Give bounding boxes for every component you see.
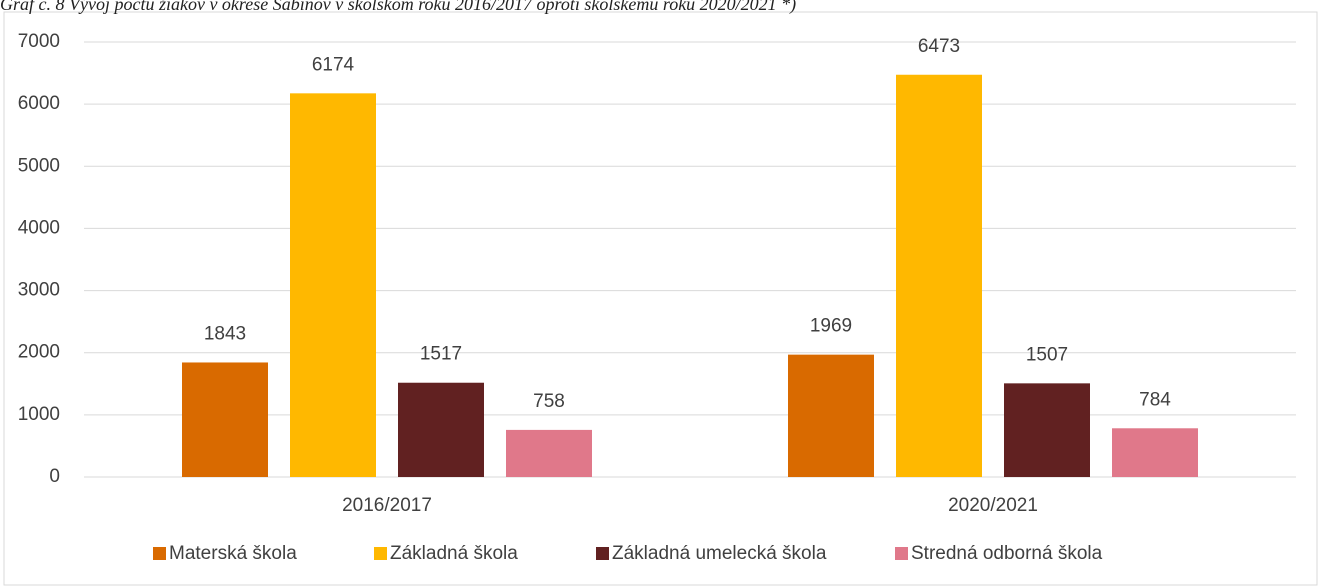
bar bbox=[182, 362, 268, 477]
data-label: 758 bbox=[533, 391, 565, 412]
bar bbox=[1004, 383, 1090, 477]
legend-label: Stredná odborná škola bbox=[911, 543, 1103, 564]
data-label: 1843 bbox=[204, 323, 246, 344]
legend-swatch bbox=[895, 547, 908, 560]
legend-label: Základná umelecká škola bbox=[612, 543, 827, 564]
data-label: 1969 bbox=[810, 316, 852, 337]
y-tick-label: 6000 bbox=[18, 93, 60, 114]
y-tick-label: 0 bbox=[49, 466, 60, 487]
data-label: 6174 bbox=[312, 54, 355, 75]
legend-swatch bbox=[596, 547, 609, 560]
data-label: 1507 bbox=[1026, 344, 1068, 365]
y-tick-label: 3000 bbox=[18, 280, 60, 301]
data-label: 784 bbox=[1139, 389, 1171, 410]
legend-swatch bbox=[153, 547, 166, 560]
bar bbox=[788, 354, 874, 477]
bar bbox=[1112, 428, 1198, 477]
y-tick-label: 7000 bbox=[18, 31, 60, 52]
legend-label: Materská škola bbox=[169, 543, 297, 564]
y-tick-label: 2000 bbox=[18, 342, 60, 363]
bar bbox=[896, 74, 982, 478]
chart-title: Graf č. 8 Vývoj počtu žiakov v okrese Sa… bbox=[0, 0, 796, 15]
data-label: 1517 bbox=[420, 344, 462, 365]
bar bbox=[398, 382, 484, 477]
x-tick-label: 2020/2021 bbox=[948, 495, 1038, 516]
x-tick-label: 2016/2017 bbox=[342, 495, 432, 516]
y-tick-label: 5000 bbox=[18, 155, 60, 176]
chart-frame bbox=[3, 11, 1318, 586]
data-label: 6473 bbox=[918, 36, 960, 57]
bar bbox=[506, 429, 592, 477]
legend-label: Základná škola bbox=[390, 543, 518, 564]
y-tick-label: 4000 bbox=[18, 217, 60, 238]
legend-swatch bbox=[374, 547, 387, 560]
y-tick-label: 1000 bbox=[18, 404, 60, 425]
bar bbox=[290, 93, 376, 477]
